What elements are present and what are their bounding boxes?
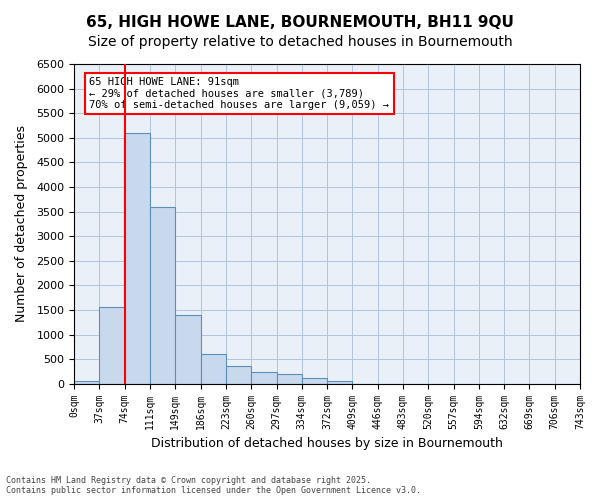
Text: 65 HIGH HOWE LANE: 91sqm
← 29% of detached houses are smaller (3,789)
70% of sem: 65 HIGH HOWE LANE: 91sqm ← 29% of detach… <box>89 77 389 110</box>
X-axis label: Distribution of detached houses by size in Bournemouth: Distribution of detached houses by size … <box>151 437 503 450</box>
Bar <box>277 374 302 384</box>
Text: Contains HM Land Registry data © Crown copyright and database right 2025.
Contai: Contains HM Land Registry data © Crown c… <box>6 476 421 495</box>
Bar <box>100 308 125 384</box>
Bar <box>302 378 327 384</box>
Bar <box>150 206 175 384</box>
Bar <box>74 381 100 384</box>
Y-axis label: Number of detached properties: Number of detached properties <box>15 126 28 322</box>
Text: Size of property relative to detached houses in Bournemouth: Size of property relative to detached ho… <box>88 35 512 49</box>
Bar <box>327 381 352 384</box>
Text: 65, HIGH HOWE LANE, BOURNEMOUTH, BH11 9QU: 65, HIGH HOWE LANE, BOURNEMOUTH, BH11 9Q… <box>86 15 514 30</box>
Bar <box>226 366 251 384</box>
Bar <box>125 133 150 384</box>
Bar <box>175 315 200 384</box>
Bar <box>200 354 226 384</box>
Bar <box>251 372 277 384</box>
